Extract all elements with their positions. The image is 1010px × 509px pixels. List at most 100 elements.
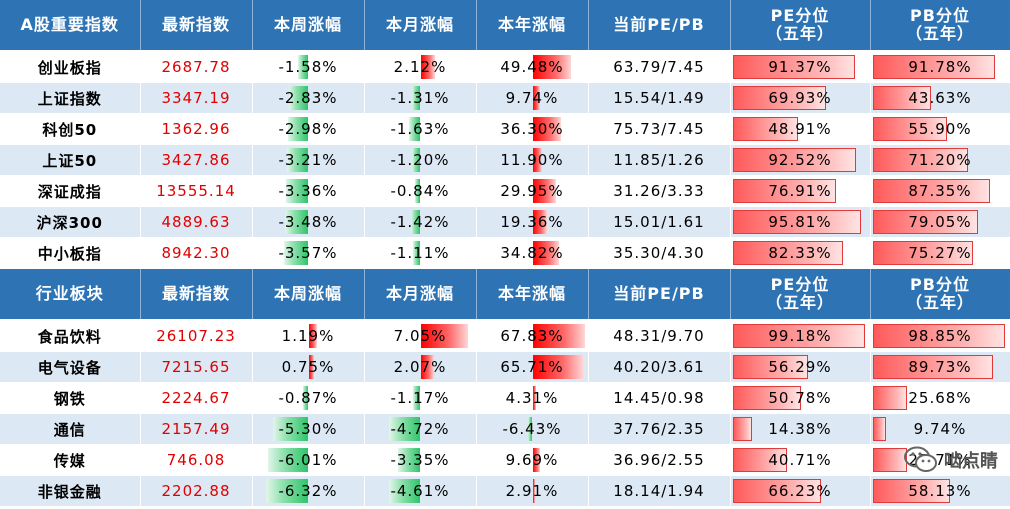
percentile-value: 25.68%	[908, 389, 972, 407]
watermark-text: 啮点睛	[944, 451, 998, 472]
change-bar	[532, 117, 561, 141]
col-month: -3.35%	[364, 444, 477, 476]
col-price: 26107.23	[140, 320, 253, 352]
change-bar	[284, 241, 309, 265]
percentile-value: 99.18%	[768, 327, 832, 345]
change-value: 9.69%	[505, 451, 559, 469]
col-year: 49.48%	[476, 51, 589, 83]
col-pe-pct: 50.78%	[730, 382, 871, 414]
table-row: 沪深300 4889.63 -3.48% -1.42% 19.36% 15.01/1.61…	[0, 206, 1010, 238]
change-bar	[420, 355, 435, 379]
col-pepb: 15.01/1.61	[588, 206, 731, 238]
col-month: 2.07%	[364, 351, 477, 383]
change-value: -3.36%	[278, 182, 338, 200]
col-pe-pct: 82.33%	[730, 237, 871, 269]
percentile-bar	[732, 148, 857, 172]
percentile-bar	[872, 417, 886, 441]
percentile-bar	[732, 117, 799, 141]
table-row: 非银金融 2202.88 -6.32% -4.61% 2.91% 18.14/1.94 66…	[0, 475, 1010, 507]
percentile-bar	[732, 355, 808, 379]
percentile-bar	[872, 355, 993, 379]
col-pepb: 36.96/2.55	[588, 444, 731, 476]
col-pe-pct: 99.18%	[730, 320, 871, 352]
percentile-value: 50.78%	[768, 389, 832, 407]
table-row: 通信 2157.49 -5.30% -4.72% -6.43% 37.76/2.35 14.…	[0, 413, 1010, 445]
col-week: -2.98%	[252, 113, 365, 145]
header-col-year: 本年涨幅	[476, 268, 589, 321]
change-bar	[272, 417, 309, 441]
col-year: 34.82%	[476, 237, 589, 269]
change-value: -1.42%	[390, 213, 450, 231]
percentile-value: 71.20%	[908, 151, 972, 169]
change-value: 7.05%	[393, 327, 447, 345]
change-value: 49.48%	[500, 58, 564, 76]
table-row: 电气设备 7215.65 0.75% 2.07% 65.71% 40.20/3.61 56.…	[0, 351, 1010, 383]
col-pe-pct: 95.81%	[730, 206, 871, 238]
change-bar	[397, 448, 421, 472]
change-value: -1.17%	[390, 389, 450, 407]
col-name: 非银金融	[0, 475, 141, 507]
col-month: -4.61%	[364, 475, 477, 507]
percentile-value: 92.52%	[768, 151, 832, 169]
header-col-pepb: 当前PE/PB	[588, 268, 731, 321]
col-week: 0.75%	[252, 351, 365, 383]
change-value: -3.35%	[390, 451, 450, 469]
percentile-value: 98.85%	[908, 327, 972, 345]
col-year: 4.31%	[476, 382, 589, 414]
col-week: -3.36%	[252, 175, 365, 207]
change-value: 2.91%	[505, 482, 559, 500]
col-pe-pct: 92.52%	[730, 144, 871, 176]
wechat-icon	[904, 446, 938, 474]
table-row: 上证50 3427.86 -3.21% -1.20% 11.90% 11.85/1.26 9…	[0, 144, 1010, 176]
col-pb-pct: 25.71%	[870, 444, 1010, 476]
table-row: 创业板指 2687.78 -1.58% 2.12% 49.48% 63.79/7.45 91…	[0, 51, 1010, 83]
header-col-week: 本周涨幅	[252, 268, 365, 321]
header-row: A股重要指数 最新指数 本周涨幅 本月涨幅 本年涨幅 当前PE/PB PE分位 （五年） PB分…	[0, 0, 1010, 52]
change-value: 9.74%	[505, 89, 559, 107]
col-pb-pct: 98.85%	[870, 320, 1010, 352]
change-bar	[413, 241, 421, 265]
col-pe-pct: 14.38%	[730, 413, 871, 445]
col-pepb: 11.85/1.26	[588, 144, 731, 176]
header-col-price: 最新指数	[140, 268, 253, 321]
col-month: 7.05%	[364, 320, 477, 352]
percentile-bar	[732, 55, 855, 79]
col-name: 钢铁	[0, 382, 141, 414]
change-value: 11.90%	[500, 151, 564, 169]
change-value: -1.31%	[390, 89, 450, 107]
col-year: 11.90%	[476, 144, 589, 176]
col-pe-pct: 56.29%	[730, 351, 871, 383]
change-value: -6.43%	[502, 420, 562, 438]
col-week: -3.57%	[252, 237, 365, 269]
change-value: -4.72%	[390, 420, 450, 438]
percentile-bar	[732, 179, 836, 203]
percentile-bar	[872, 117, 948, 141]
col-month: -1.17%	[364, 382, 477, 414]
change-value: -2.83%	[278, 89, 338, 107]
header-col-name: 行业板块	[0, 268, 141, 321]
header-col-name: A股重要指数	[0, 0, 141, 52]
change-bar	[267, 448, 309, 472]
col-year: 36.30%	[476, 113, 589, 145]
col-name: 上证指数	[0, 82, 141, 114]
change-bar	[412, 148, 421, 172]
col-price: 3347.19	[140, 82, 253, 114]
change-bar	[532, 479, 535, 503]
percentile-value: 91.37%	[768, 58, 832, 76]
col-pb-pct: 89.73%	[870, 351, 1010, 383]
col-name: 上证50	[0, 144, 141, 176]
percentile-bar	[872, 479, 951, 503]
percentile-bar	[732, 86, 827, 110]
table-row: 深证成指 13555.14 -3.36% -0.84% 29.95% 31.26/3.33…	[0, 175, 1010, 207]
change-bar	[308, 324, 317, 348]
col-pe-pct: 91.37%	[730, 51, 871, 83]
col-price: 8942.30	[140, 237, 253, 269]
percentile-bar	[872, 241, 974, 265]
change-value: 34.82%	[500, 244, 564, 262]
col-pepb: 18.14/1.94	[588, 475, 731, 507]
change-value: -5.30%	[278, 420, 338, 438]
percentile-value: 66.23%	[768, 482, 832, 500]
change-bar	[532, 324, 585, 348]
col-name: 科创50	[0, 113, 141, 145]
col-pb-pct: 91.78%	[870, 51, 1010, 83]
